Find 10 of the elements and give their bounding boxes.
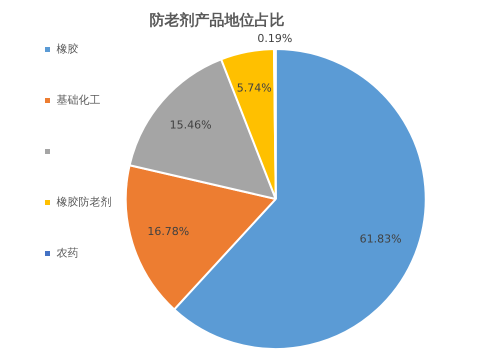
legend-label: 基础化工 [56, 93, 100, 106]
chart-title: 防老剂产品地位占比 [150, 10, 284, 29]
data-label: 5.74% [236, 81, 272, 94]
legend-label: 橡胶 [56, 42, 78, 56]
data-label: 61.83% [360, 232, 402, 246]
legend-label: 橡胶防老剂 [56, 195, 112, 208]
data-label: 16.78% [147, 225, 190, 238]
data-label: 0.19% [257, 32, 292, 45]
data-label: 15.46% [170, 118, 212, 132]
legend-label: 农药 [56, 246, 78, 260]
